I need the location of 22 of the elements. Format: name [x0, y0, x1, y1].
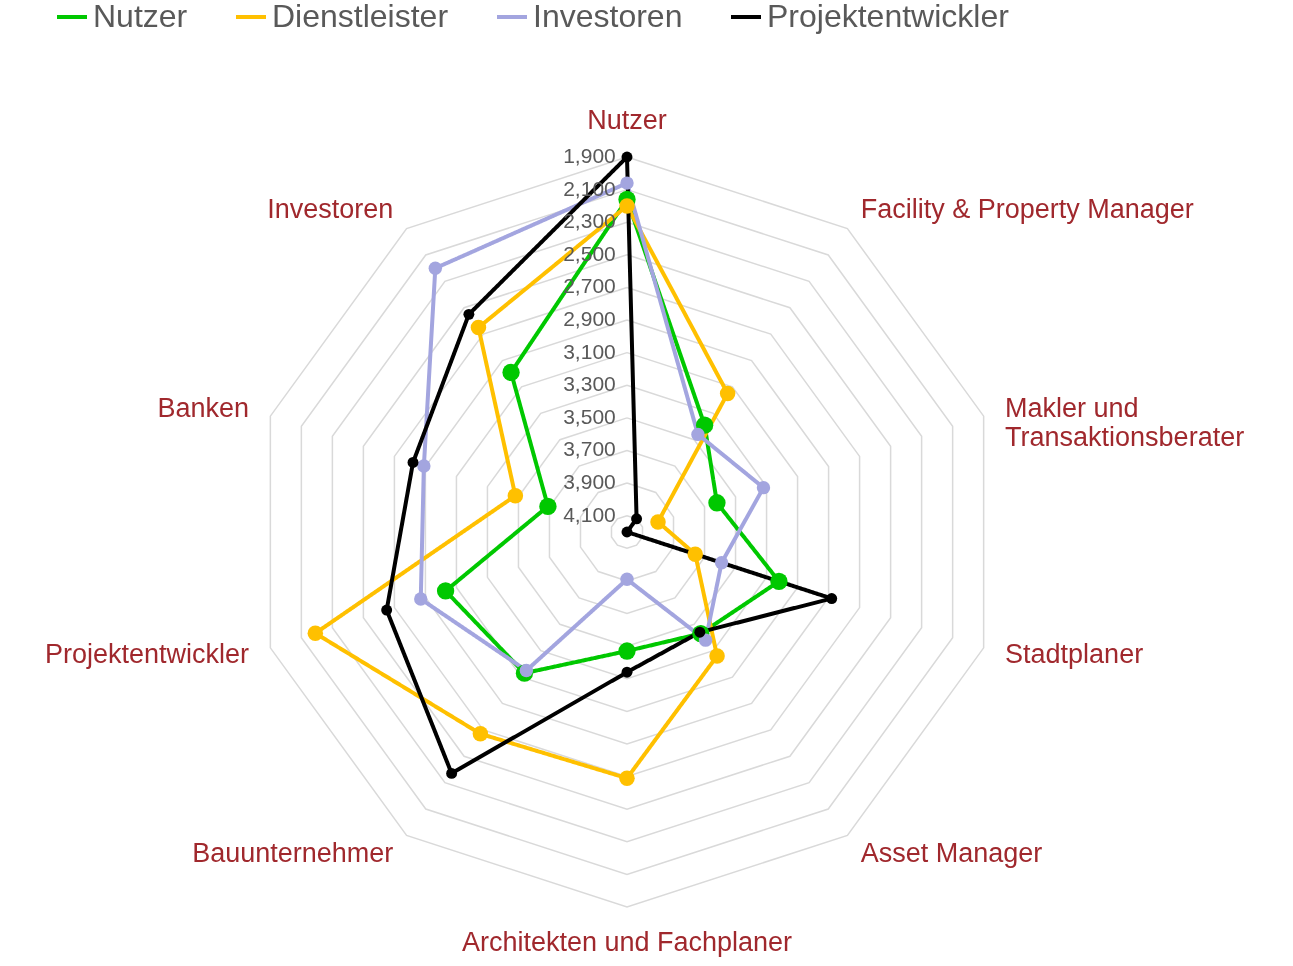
legend-label: Dienstleister: [272, 0, 449, 34]
spoke-label: Investoren: [267, 194, 394, 225]
y-tick-label: 3,500: [563, 404, 616, 428]
y-tick-label: 3,700: [563, 437, 616, 461]
legend-label: Investoren: [533, 0, 683, 34]
spoke-label: Stadtplaner: [1005, 638, 1144, 669]
spoke-label: Architekten und Fachplaner: [461, 926, 793, 957]
spoke-label: Bauunternehmer: [192, 837, 394, 868]
y-tick-label: 4,100: [563, 502, 616, 526]
spoke-label: Banken: [157, 393, 249, 424]
legend-label: Nutzer: [93, 0, 188, 34]
y-tick-label: 3,300: [563, 372, 616, 396]
y-tick-label: 2,900: [563, 307, 616, 331]
spoke-label: Nutzer: [587, 104, 667, 135]
y-tick-label: 3,100: [563, 339, 616, 363]
spoke-label: Makler und Transaktionsberater: [1005, 393, 1245, 453]
spoke-label: Asset Manager: [860, 837, 1043, 868]
legend-label: Projektentwickler: [767, 0, 1010, 34]
spoke-label: Facility & Property Manager: [860, 194, 1194, 225]
y-tick-label: 1,900: [563, 144, 616, 167]
spoke-label: Projektentwickler: [44, 638, 249, 669]
y-tick-label: 3,900: [563, 470, 616, 494]
